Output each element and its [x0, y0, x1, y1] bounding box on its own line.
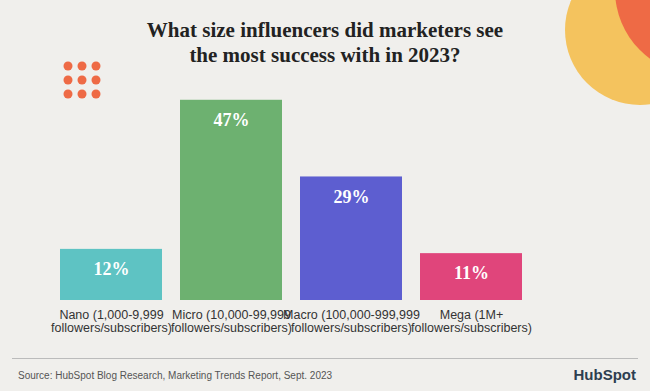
svg-text:Mega (1M+followers/subscribers: Mega (1M+followers/subscribers)	[411, 308, 532, 335]
svg-text:Nano (1,000-9,999followers/sub: Nano (1,000-9,999followers/subscribers)	[51, 308, 172, 335]
html-text:HubSpot: HubSpot	[573, 366, 636, 383]
svg-text:47%: 47%	[214, 110, 250, 130]
svg-text:12%: 12%	[94, 259, 130, 279]
html-text:Source: HubSpot Blog Research,: Source: HubSpot Blog Research, Marketing…	[18, 370, 333, 381]
svg-text:29%: 29%	[334, 187, 370, 207]
html-text:What size influencers did mark: What size influencers did marketers see …	[146, 18, 504, 67]
svg-text:11%: 11%	[454, 263, 489, 283]
svg-text:Macro (100,000-999,999follower: Macro (100,000-999,999followers/subscrib…	[283, 308, 420, 335]
svg-text:Micro (10,000-99,999followers/: Micro (10,000-99,999followers/subscriber…	[171, 308, 292, 335]
